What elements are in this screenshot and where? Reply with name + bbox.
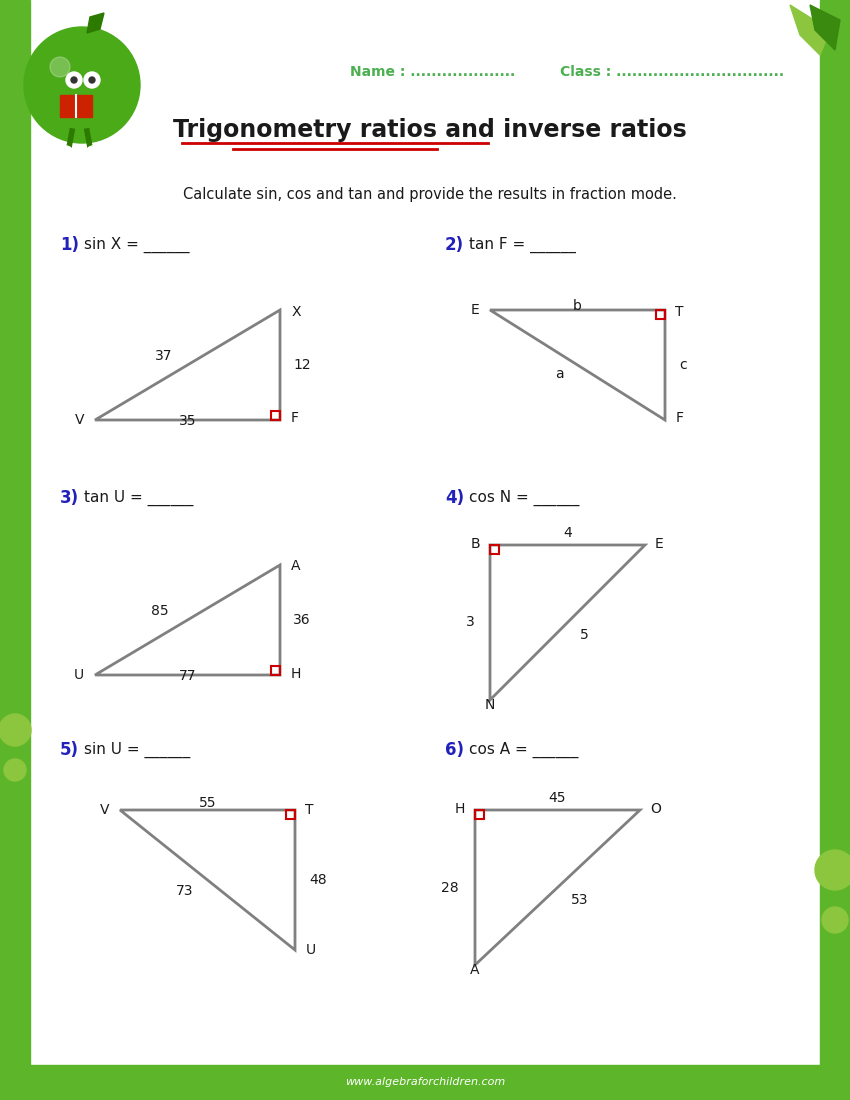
Circle shape xyxy=(86,146,100,160)
Polygon shape xyxy=(790,6,830,55)
Text: 77: 77 xyxy=(178,669,196,683)
Text: H: H xyxy=(455,802,465,816)
Circle shape xyxy=(24,28,140,143)
Text: Class : ................................: Class : ................................ xyxy=(560,65,784,79)
Circle shape xyxy=(36,77,92,133)
Text: 53: 53 xyxy=(570,893,588,906)
Text: 28: 28 xyxy=(441,880,458,894)
Polygon shape xyxy=(87,13,104,33)
Text: 85: 85 xyxy=(151,604,169,618)
Circle shape xyxy=(822,908,848,933)
Circle shape xyxy=(815,850,850,890)
Text: F: F xyxy=(291,411,299,426)
Circle shape xyxy=(72,77,128,133)
Circle shape xyxy=(59,146,73,160)
Text: H: H xyxy=(291,667,302,681)
Text: B: B xyxy=(471,537,481,551)
Text: U: U xyxy=(305,943,315,957)
Text: E: E xyxy=(654,537,663,551)
Circle shape xyxy=(4,759,26,781)
Text: T: T xyxy=(676,305,684,319)
Text: 37: 37 xyxy=(156,349,173,363)
Text: A: A xyxy=(291,560,301,573)
Text: 5: 5 xyxy=(580,628,589,642)
Bar xyxy=(820,0,850,1100)
Text: Name : ....................: Name : .................... xyxy=(350,65,515,79)
Text: E: E xyxy=(471,302,479,317)
Text: b: b xyxy=(573,299,582,314)
Text: U: U xyxy=(74,668,84,682)
Circle shape xyxy=(89,77,95,82)
Circle shape xyxy=(66,72,82,88)
Text: cos N = ______: cos N = ______ xyxy=(469,490,580,506)
Text: 4: 4 xyxy=(563,527,572,540)
Text: 5): 5) xyxy=(60,741,79,759)
Text: 1): 1) xyxy=(60,236,79,254)
Bar xyxy=(0,1065,850,1100)
Text: F: F xyxy=(676,411,683,426)
Text: V: V xyxy=(100,803,110,817)
Text: 36: 36 xyxy=(293,613,310,627)
Text: 48: 48 xyxy=(309,873,326,887)
Text: www.algebraforchildren.com: www.algebraforchildren.com xyxy=(345,1077,505,1087)
Text: 45: 45 xyxy=(549,791,566,805)
Text: Calculate sin, cos and tan and provide the results in fraction mode.: Calculate sin, cos and tan and provide t… xyxy=(183,187,677,202)
Bar xyxy=(0,0,30,1100)
Text: V: V xyxy=(75,412,84,427)
Text: A: A xyxy=(470,964,479,978)
Text: c: c xyxy=(679,358,687,372)
Text: 12: 12 xyxy=(293,358,310,372)
Text: 6): 6) xyxy=(445,741,464,759)
Text: Trigonometry ratios and inverse ratios: Trigonometry ratios and inverse ratios xyxy=(173,118,687,142)
Text: N: N xyxy=(484,698,496,713)
Text: sin U = ______: sin U = ______ xyxy=(84,741,190,758)
Text: 3): 3) xyxy=(60,490,79,507)
Text: tan U = ______: tan U = ______ xyxy=(84,490,193,506)
Text: 2): 2) xyxy=(445,236,464,254)
Circle shape xyxy=(50,57,70,77)
Text: 73: 73 xyxy=(176,884,194,899)
Text: a: a xyxy=(555,366,564,381)
Text: X: X xyxy=(291,305,301,319)
Circle shape xyxy=(84,72,100,88)
Text: tan F = ______: tan F = ______ xyxy=(469,236,576,253)
Circle shape xyxy=(71,77,77,82)
Text: 55: 55 xyxy=(199,796,216,810)
Text: 3: 3 xyxy=(466,616,474,629)
Text: 4): 4) xyxy=(445,490,464,507)
Text: T: T xyxy=(305,803,314,817)
Circle shape xyxy=(0,714,31,746)
Text: O: O xyxy=(650,802,660,816)
Polygon shape xyxy=(810,6,840,50)
Polygon shape xyxy=(60,95,92,117)
Text: 35: 35 xyxy=(178,414,196,428)
Text: sin X = ______: sin X = ______ xyxy=(84,236,190,253)
Text: cos A = ______: cos A = ______ xyxy=(469,741,578,758)
